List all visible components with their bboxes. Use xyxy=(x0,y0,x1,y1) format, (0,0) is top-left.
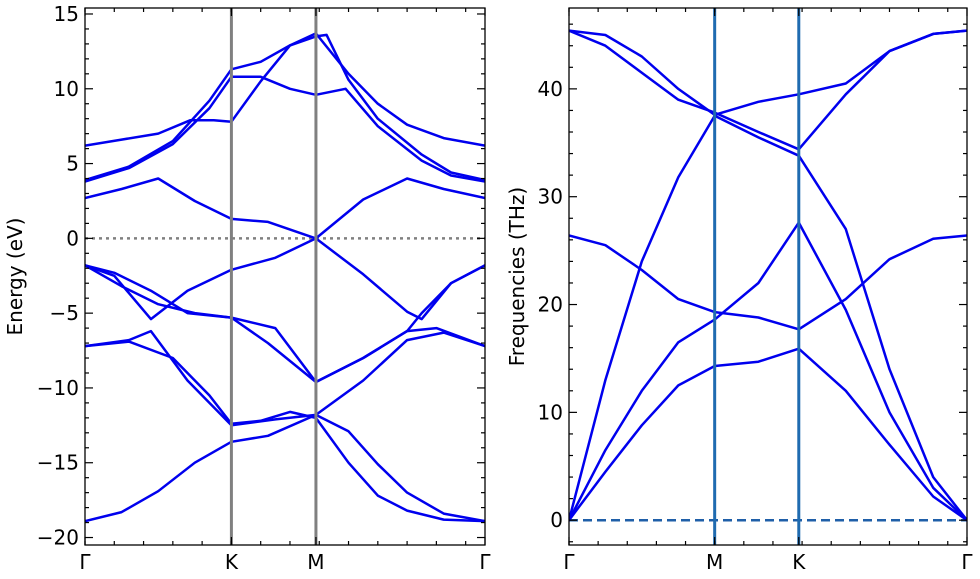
band-line-4 xyxy=(569,221,967,522)
y-tick-label: 40 xyxy=(538,77,563,101)
band-line-8 xyxy=(85,413,485,523)
band-line-9 xyxy=(85,340,485,523)
y-tick-label: 5 xyxy=(66,152,79,176)
band-line-4 xyxy=(85,264,485,384)
band-line-1 xyxy=(85,33,485,182)
electronic-band-panel: −20 −15 −10 −5 0 5 10 15 Γ K M Γ Energy (eV) xyxy=(3,2,491,574)
y-tick-label: −10 xyxy=(37,376,79,400)
x-tick-label: K xyxy=(792,550,806,574)
y-axis-label: Energy (eV) xyxy=(3,218,27,336)
y-tick-label: 20 xyxy=(538,293,563,317)
x-tick-label: Γ xyxy=(79,550,91,574)
band-line-3 xyxy=(85,177,485,240)
band-line-1 xyxy=(569,29,967,151)
band-line-7 xyxy=(85,329,485,427)
band-line-6 xyxy=(85,264,485,384)
y-tick-label: 0 xyxy=(66,226,79,250)
plot-area xyxy=(85,8,485,545)
phonon-dispersion-panel: 0 10 20 30 40 Γ M K Γ Frequencies (THz) xyxy=(505,7,973,574)
y-tick-label: 10 xyxy=(54,77,79,101)
band-line-2 xyxy=(569,114,967,522)
plot-area xyxy=(569,8,967,545)
y-tick-label: 10 xyxy=(538,400,563,424)
plot-frame xyxy=(568,7,968,546)
y-tick-label: −20 xyxy=(37,526,79,550)
band-line-5 xyxy=(85,237,485,321)
y-tick-label: −5 xyxy=(50,301,79,325)
x-tick-label: Γ xyxy=(961,550,973,574)
x-tick-label: M xyxy=(307,550,324,574)
band-line-2 xyxy=(85,75,485,183)
band-line-0 xyxy=(85,32,485,147)
y-tick-label: 0 xyxy=(550,508,563,532)
y-axis-label: Frequencies (THz) xyxy=(505,187,529,366)
x-tick-label: M xyxy=(706,550,723,574)
x-tick-label: Γ xyxy=(563,550,575,574)
plot-frame xyxy=(84,7,486,546)
y-tick-label: −15 xyxy=(37,451,79,475)
band-line-3 xyxy=(569,234,967,331)
y-tick-label: 15 xyxy=(54,2,79,26)
x-tick-label: K xyxy=(225,550,239,574)
y-tick-label: 30 xyxy=(538,185,563,209)
x-tick-label: Γ xyxy=(479,550,491,574)
band-line-5 xyxy=(569,347,967,522)
